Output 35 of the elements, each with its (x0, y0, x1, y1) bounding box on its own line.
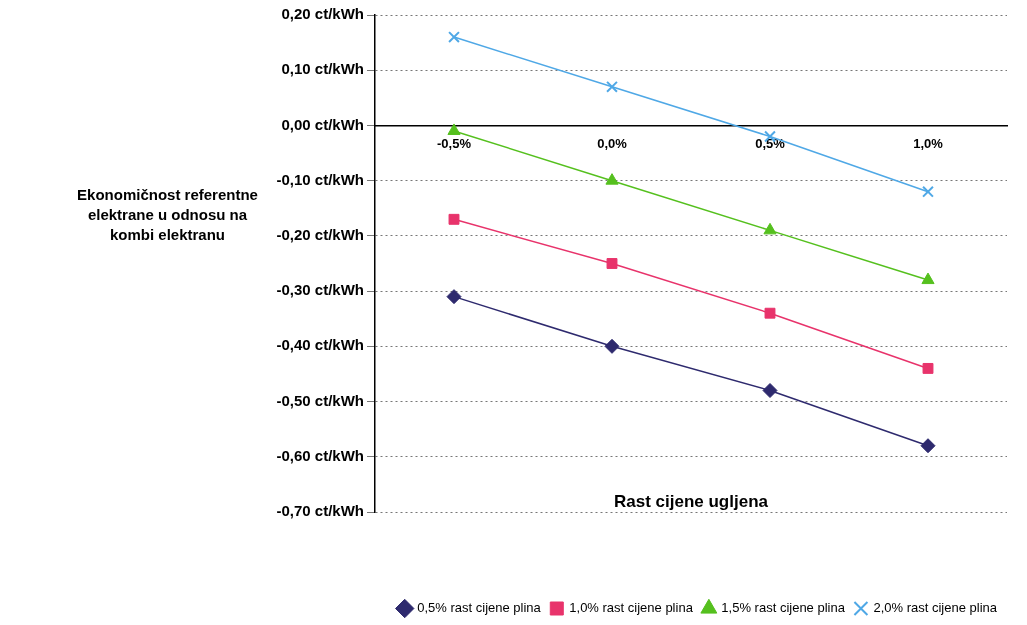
y-tick-label: 0,20 ct/kWh (281, 5, 364, 23)
legend-label: 2,0% rast cijene plina (873, 600, 998, 616)
point (604, 338, 620, 354)
y-tick-label: -0,10 ct/kWh (276, 170, 364, 188)
point (448, 213, 460, 225)
x-tick-label: 0,0% (597, 135, 628, 151)
x-tick-label: 0,5% (755, 135, 786, 151)
point (764, 307, 776, 319)
legend-label: 1,0% rast cijene plina (569, 600, 694, 616)
y-tick-label: 0,00 ct/kWh (281, 115, 364, 133)
point (448, 31, 460, 44)
point (447, 123, 461, 135)
point (763, 222, 777, 235)
y-axis-title: Ekonomičnost referentne elektrane u odnosu na kombi elektranu (76, 185, 259, 245)
y-tick-label: -0,30 ct/kWh (276, 281, 364, 299)
y-tick-label: -0,40 ct/kWh (276, 336, 364, 354)
legend-label: 1,5% rast cijene plina (721, 600, 846, 616)
x-tick-label: 1,0% (913, 135, 944, 151)
point (922, 185, 934, 198)
y-tick-label: -0,50 ct/kWh (276, 391, 364, 409)
y-tick-label: -0,20 ct/kWh (276, 226, 364, 244)
x-axis-title: Rast cijene ugljena (613, 492, 769, 512)
point (606, 258, 618, 269)
point (605, 173, 619, 185)
point (446, 289, 462, 305)
point (921, 272, 935, 285)
point (762, 383, 778, 399)
point (920, 438, 936, 454)
point (922, 362, 934, 374)
legend-label: 0,5% rast cijene plina (417, 600, 542, 616)
x-tick-label: -0,5% (437, 135, 472, 151)
point (606, 80, 618, 93)
y-tick-label: -0,70 ct/kWh (276, 502, 364, 520)
y-tick-label: 0,10 ct/kWh (281, 60, 364, 78)
y-tick-label: -0,60 ct/kWh (276, 446, 364, 464)
